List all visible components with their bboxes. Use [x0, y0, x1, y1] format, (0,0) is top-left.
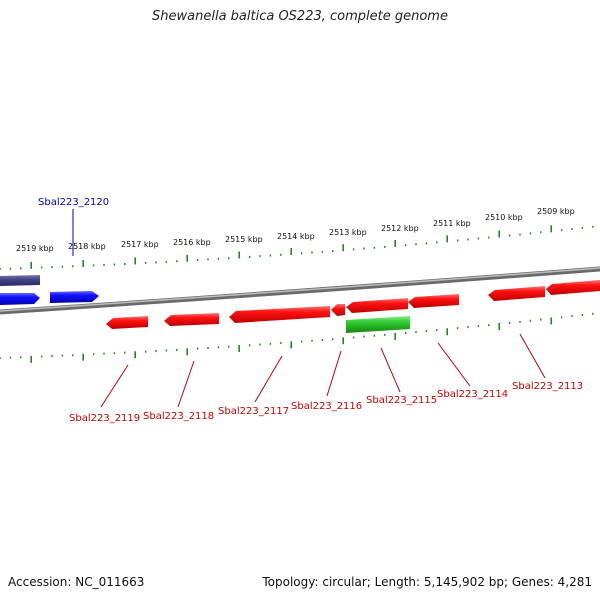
leader-line	[519, 333, 546, 379]
scale-label: 2511 kbp	[433, 219, 471, 228]
topology-text: Topology: circular; Length: 5,145,902 bp…	[262, 575, 592, 589]
gene-arrow-sbal223-2119[interactable]	[106, 316, 148, 329]
leader-line	[254, 355, 283, 403]
gene-arrow-sbal223-2113[interactable]	[488, 286, 545, 301]
gene-arrow-sbal223-2115[interactable]	[346, 298, 408, 313]
gene-arrow-dark[interactable]	[0, 275, 40, 286]
accession-text: Accession: NC_011663	[8, 575, 145, 589]
scale-label: 2513 kbp	[329, 228, 367, 237]
gene-arrow-sbal223-2118[interactable]	[164, 313, 219, 326]
gene-label[interactable]: Sbal223_2120	[38, 197, 109, 208]
gene-arrow-blue[interactable]	[0, 293, 40, 305]
gene-arrow-green[interactable]	[346, 316, 410, 333]
gene-label[interactable]: Sbal223_2113	[512, 381, 583, 392]
scale-label: 2519 kbp	[16, 244, 54, 253]
scale-label: 2517 kbp	[121, 240, 159, 249]
scale-labels: 2519 kbp 2518 kbp 2517 kbp 2516 kbp 2515…	[16, 207, 575, 253]
gene-arrow-sbal223-2117[interactable]	[229, 306, 330, 323]
gene-label[interactable]: Sbal223_2119	[69, 413, 140, 424]
gene-arrow-blue-sbal223-2120[interactable]	[50, 291, 99, 303]
gene-arrow-sbal223-2114[interactable]	[408, 294, 459, 308]
leader-line	[380, 347, 401, 393]
scale-label: 2515 kbp	[225, 235, 263, 244]
gene-label[interactable]: Sbal223_2117	[218, 406, 289, 417]
scale-label: 2510 kbp	[485, 213, 523, 222]
gene-label[interactable]: Sbal223_2118	[143, 411, 214, 422]
genome-backbone-highlight	[0, 267, 600, 312]
leader-line	[100, 364, 129, 408]
scale-label: 2514 kbp	[277, 232, 315, 241]
lower-scale-ticks	[0, 312, 594, 363]
gene-label[interactable]: Sbal223_2116	[291, 401, 362, 412]
leader-line	[437, 342, 471, 387]
upper-genes	[0, 275, 99, 305]
gene-arrow-sbal223-2116[interactable]	[331, 304, 345, 316]
upper-scale-ticks	[0, 225, 594, 270]
gene-label[interactable]: Sbal223_2114	[437, 389, 508, 400]
gene-arrow-red-edge[interactable]	[546, 280, 600, 295]
genome-backbone	[0, 266, 600, 315]
genome-title: Shewanella baltica OS223, complete genom…	[152, 9, 448, 24]
scale-label: 2509 kbp	[537, 207, 575, 216]
label-leaders	[72, 209, 546, 408]
gene-labels: Sbal223_2120 Sbal223_2119 Sbal223_2118 S…	[38, 197, 583, 424]
leader-line	[177, 360, 195, 408]
gene-label[interactable]: Sbal223_2115	[366, 395, 437, 406]
scale-label: 2516 kbp	[173, 238, 211, 247]
scale-label: 2512 kbp	[381, 224, 419, 233]
leader-line	[326, 350, 342, 397]
scale-label: 2518 kbp	[68, 242, 106, 251]
lower-genes	[106, 280, 600, 333]
